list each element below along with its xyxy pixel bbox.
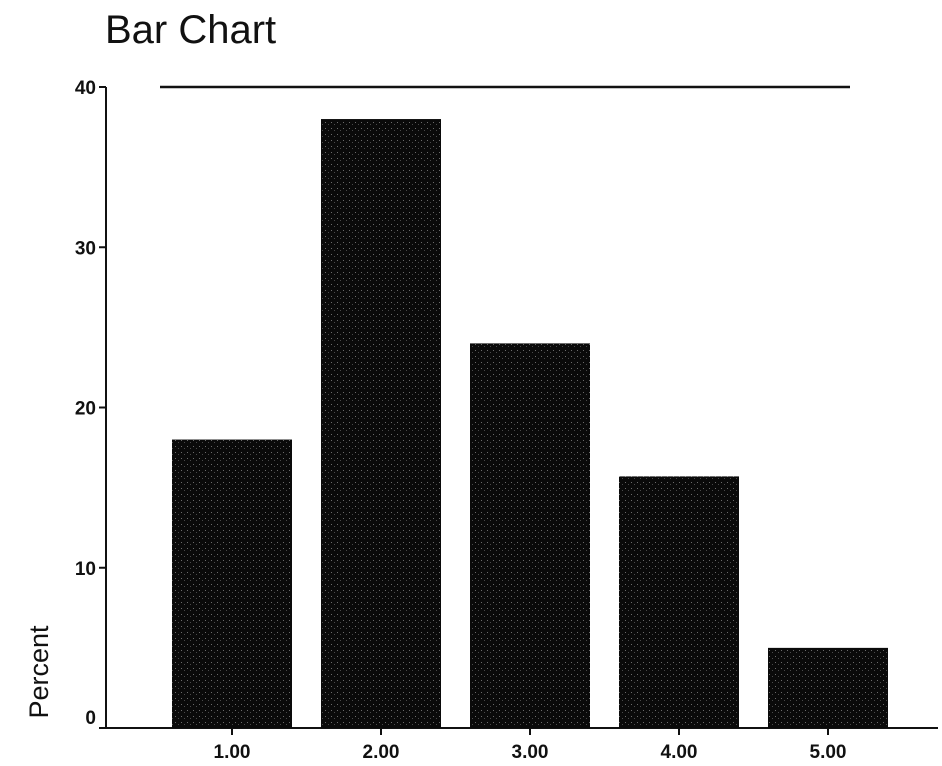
y-tick-label: 0 <box>85 708 96 729</box>
x-tick-label: 2.00 <box>363 742 400 763</box>
chart-title: Bar Chart <box>105 8 277 52</box>
bar <box>619 476 739 728</box>
y-tick-label: 30 <box>75 238 96 259</box>
bar <box>321 119 441 729</box>
x-tick-label: 5.00 <box>810 742 847 763</box>
y-axis-title: Percent <box>24 625 54 719</box>
bar <box>172 439 292 728</box>
x-tick-label: 1.00 <box>214 742 251 763</box>
x-tick-label: 3.00 <box>512 742 549 763</box>
y-tick-label: 40 <box>75 78 96 99</box>
x-tick-label: 4.00 <box>661 742 698 763</box>
y-tick-label: 20 <box>75 399 96 420</box>
bar <box>470 343 590 728</box>
y-tick-label: 10 <box>75 559 96 580</box>
bar <box>768 647 888 728</box>
